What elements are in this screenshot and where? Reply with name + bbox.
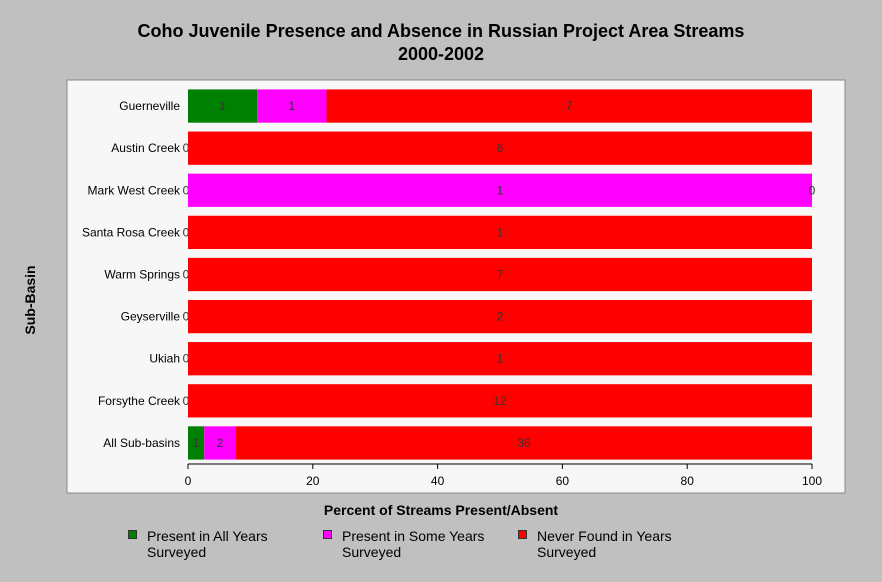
data-label: 36 (517, 436, 531, 450)
subtitle-line: 2000-2002 (397, 44, 485, 64)
category-label: Austin Creek (111, 141, 181, 155)
legend-swatch (518, 530, 527, 539)
bar-segment (188, 89, 258, 123)
legend: Present in All Years Surveyed Present in… (0, 528, 882, 568)
data-label: 1 (193, 436, 200, 450)
data-label: 6 (497, 141, 504, 155)
category-label: All Sub-basins (103, 436, 180, 450)
bar-segment (326, 89, 812, 123)
bar-segment (204, 426, 237, 460)
title-line: Coho Juvenile Presence and Absence in Ru… (137, 21, 745, 41)
data-label: 0 (183, 352, 190, 366)
legend-item-some-years: Present in Some Years Surveyed (323, 528, 492, 560)
chart-title: Coho Juvenile Presence and Absence in Ru… (0, 20, 882, 66)
category-label: Geyserville (121, 310, 181, 324)
data-label: 1 (497, 225, 504, 239)
bar-segment (188, 257, 812, 292)
data-label: 0 (183, 394, 190, 408)
data-label: 1 (497, 183, 504, 197)
category-label: Ukiah (149, 352, 180, 366)
legend-label: Present in Some Years Surveyed (342, 528, 485, 560)
bar-segment (188, 299, 812, 334)
data-label: 7 (566, 99, 573, 113)
x-tick-label: 0 (185, 474, 192, 488)
x-axis-title: Percent of Streams Present/Absent (323, 502, 559, 518)
bar-segment (188, 342, 812, 376)
data-label: 2 (217, 436, 224, 450)
data-label: 2 (497, 310, 504, 324)
data-label: 0 (809, 183, 816, 197)
legend-item-all-years: Present in All Years Surveyed (128, 528, 297, 560)
category-label: Mark West Creek (88, 183, 181, 197)
data-label: 1 (497, 352, 504, 366)
x-tick-label: 80 (681, 474, 695, 488)
x-tick-label: 100 (802, 474, 822, 488)
bar-segment (236, 426, 813, 460)
legend-item-never-found: Never Found in Years Surveyed (518, 528, 687, 560)
bar-segment (188, 426, 205, 460)
bar-segment (188, 173, 812, 207)
legend-swatch (128, 530, 137, 539)
bar-segment (188, 131, 812, 165)
bar-segment (188, 215, 812, 250)
data-label: 0 (183, 183, 190, 197)
bar-segment (257, 89, 327, 123)
data-label: 1 (289, 99, 296, 113)
data-label: 0 (183, 310, 190, 324)
x-tick-label: 60 (556, 474, 570, 488)
data-label: 0 (183, 141, 190, 155)
legend-label: Present in All Years Surveyed (147, 528, 268, 560)
data-label: 0 (183, 268, 190, 282)
data-label: 12 (493, 394, 507, 408)
x-tick-label: 20 (306, 474, 320, 488)
category-label: Warm Springs (104, 268, 180, 282)
data-label: 7 (497, 268, 504, 282)
data-label: 1 (219, 99, 226, 113)
data-label: 0 (183, 225, 190, 239)
category-label: Guerneville (119, 99, 180, 113)
legend-swatch (323, 530, 332, 539)
bar-segment (188, 384, 812, 418)
legend-label: Never Found in Years Surveyed (537, 528, 672, 560)
category-label: Forsythe Creek (98, 394, 181, 408)
x-tick-label: 40 (431, 474, 445, 488)
category-label: Santa Rosa Creek (82, 225, 181, 239)
y-axis-title: Sub-Basin (22, 265, 38, 335)
